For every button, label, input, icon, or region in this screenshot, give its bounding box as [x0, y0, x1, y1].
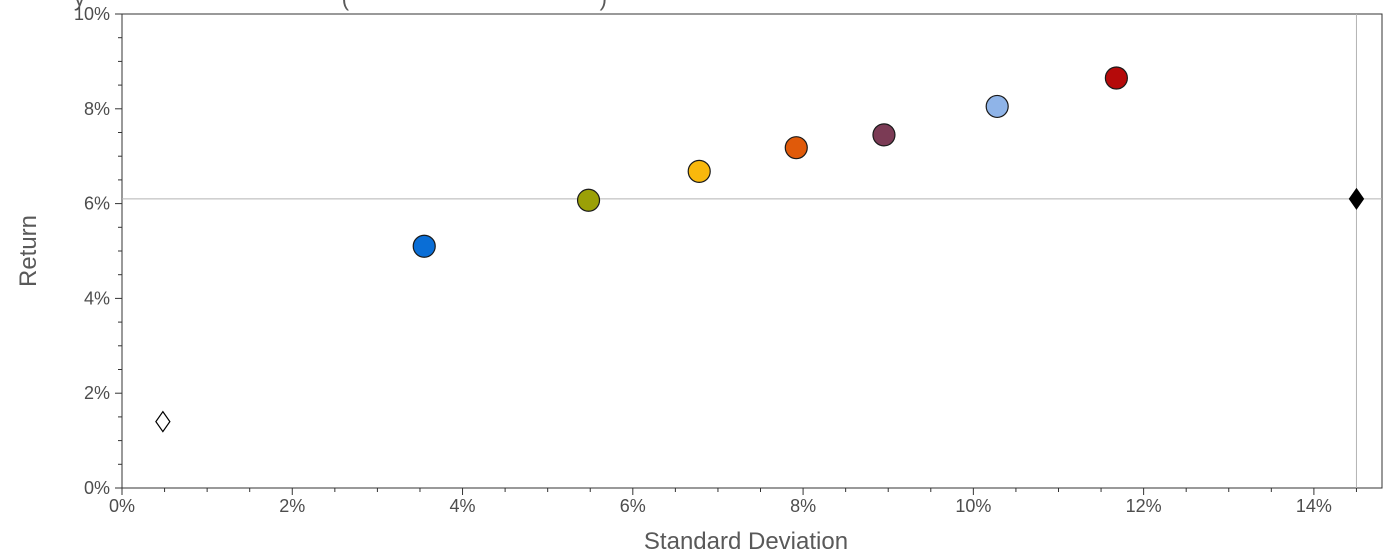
y-tick-label: 10%: [74, 4, 110, 24]
data-point: [412, 234, 436, 258]
data-point: [872, 123, 896, 147]
y-axis-title: Return: [15, 215, 42, 287]
x-axis-title: Standard Deviation: [644, 528, 848, 554]
x-axis: 0% 2% 4% 6% 8% 10% 12% 14%: [109, 487, 1382, 516]
x-tick-label: 4%: [450, 496, 476, 516]
y-tick-label: 6%: [84, 194, 110, 214]
y-axis: 0% 2% 4% 6% 8% 10%: [74, 4, 123, 498]
data-point-diamond: [155, 410, 171, 433]
plot-frame: [121, 13, 1383, 489]
data-points: [155, 66, 1365, 433]
data-point: [985, 94, 1009, 119]
x-tick-label: 12%: [1126, 496, 1162, 516]
data-point: [784, 136, 808, 160]
plot-border: [121, 13, 1383, 489]
y-tick-label: 0%: [84, 478, 110, 498]
y-tick-label: 8%: [84, 99, 110, 119]
x-tick-label: 0%: [109, 496, 135, 516]
y-tick-label: 2%: [84, 383, 110, 403]
data-point: [576, 188, 601, 212]
chart-title: y ( ): [74, 0, 607, 11]
data-point-diamond: [1348, 187, 1365, 210]
data-point: [687, 159, 711, 183]
x-tick-label: 10%: [955, 496, 991, 516]
reference-lines: [122, 14, 1382, 488]
data-point: [1104, 66, 1128, 90]
x-tick-label: 6%: [620, 496, 646, 516]
x-tick-label: 2%: [279, 496, 305, 516]
x-tick-label: 8%: [790, 496, 816, 516]
x-tick-label: 14%: [1296, 496, 1332, 516]
y-tick-label: 4%: [84, 288, 110, 308]
